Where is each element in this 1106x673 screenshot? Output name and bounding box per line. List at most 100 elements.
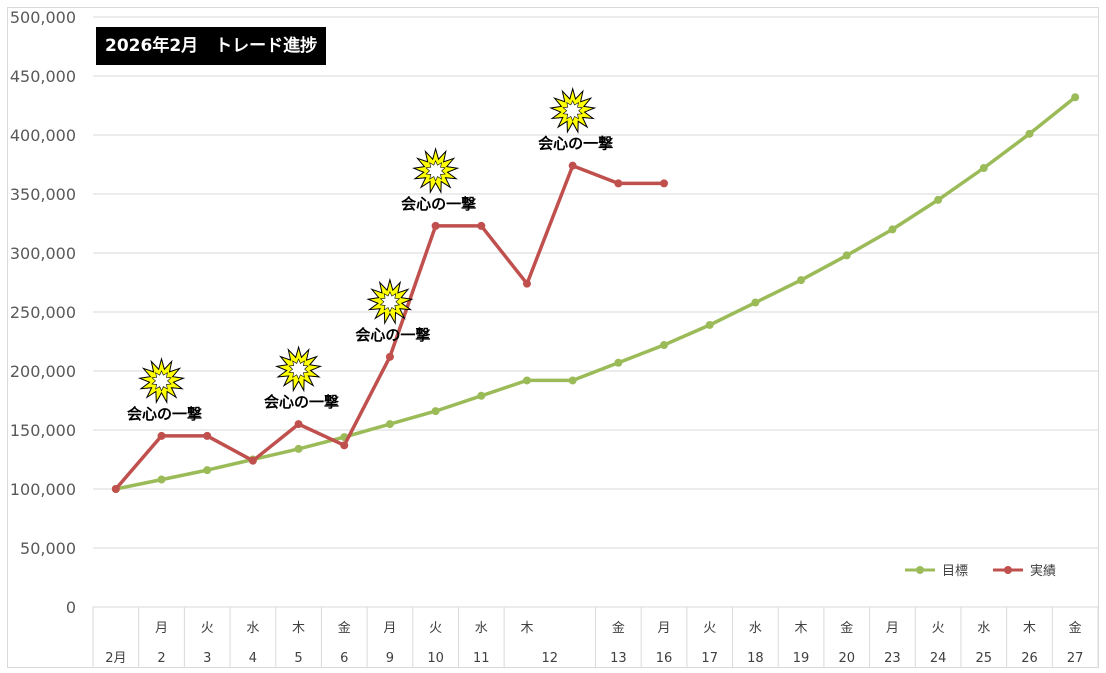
data-point xyxy=(431,221,440,230)
annotation-label: 会心の一撃 xyxy=(538,135,613,153)
x-tick-weekday: 木 xyxy=(1023,621,1036,636)
x-tick-weekday: 水 xyxy=(475,621,488,636)
y-tick-label: 450,000 xyxy=(10,67,76,86)
data-point xyxy=(340,441,349,450)
y-tick-label: 250,000 xyxy=(10,303,76,322)
legend-marker xyxy=(916,566,924,574)
data-point xyxy=(660,341,669,350)
legend-marker xyxy=(1004,566,1012,574)
data-point xyxy=(614,358,623,367)
y-tick-label: 100,000 xyxy=(10,480,76,499)
data-point xyxy=(842,251,851,260)
data-point xyxy=(157,431,166,440)
annotation-label: 会心の一撃 xyxy=(127,405,202,423)
data-point xyxy=(294,420,303,429)
data-point xyxy=(385,420,394,429)
data-point xyxy=(888,225,897,234)
data-point xyxy=(203,466,212,475)
data-point xyxy=(568,161,577,170)
x-tick-date: 23 xyxy=(884,651,901,666)
x-tick-date: 4 xyxy=(249,651,257,666)
data-point xyxy=(522,279,531,288)
x-tick-date: 16 xyxy=(656,651,673,666)
data-point xyxy=(660,179,669,188)
x-tick-date: 13 xyxy=(610,651,627,666)
y-tick-label: 0 xyxy=(66,598,76,617)
legend-label: 目標 xyxy=(942,564,968,579)
annotation-label: 会心の一撃 xyxy=(401,195,476,213)
x-tick-weekday: 火 xyxy=(932,621,945,636)
burst-icon xyxy=(288,358,309,380)
data-point xyxy=(157,475,166,484)
chart-title: 2026年2月 トレード進捗 xyxy=(96,27,327,65)
x-tick-date: 12 xyxy=(542,651,559,666)
x-tick-date: 9 xyxy=(386,651,394,666)
burst-icon xyxy=(425,160,446,182)
data-point xyxy=(979,164,988,173)
x-tick-weekday: 水 xyxy=(246,621,259,636)
x-tick-date: 19 xyxy=(793,651,810,666)
annotation-label: 会心の一撃 xyxy=(264,393,339,411)
x-tick-date: 2 xyxy=(157,651,165,666)
data-point xyxy=(797,276,806,285)
x-tick-date: 27 xyxy=(1067,651,1084,666)
series-line xyxy=(115,95,1077,491)
y-tick-label: 200,000 xyxy=(10,362,76,381)
x-tick-date: 25 xyxy=(976,651,993,666)
chart-frame xyxy=(7,7,1099,668)
x-tick-weekday: 月 xyxy=(658,621,671,636)
x-tick-weekday: 金 xyxy=(1069,620,1082,636)
x-tick-weekday: 木 xyxy=(520,621,533,636)
x-tick-weekday: 金 xyxy=(612,620,625,636)
data-point xyxy=(294,444,303,453)
y-tick-label: 500,000 xyxy=(10,8,76,27)
x-tick-weekday: 火 xyxy=(201,621,214,636)
data-point xyxy=(385,352,394,361)
legend-label: 実績 xyxy=(1030,563,1056,579)
x-tick-weekday: 木 xyxy=(292,621,305,636)
x-tick-date: 26 xyxy=(1021,651,1038,666)
burst-icon xyxy=(379,291,401,313)
data-point xyxy=(477,221,486,230)
x-tick-weekday: 月 xyxy=(383,621,396,636)
x-tick-weekday: 火 xyxy=(429,621,442,636)
annotation-label: 会心の一撃 xyxy=(355,326,430,344)
x-tick-date: 2月 xyxy=(105,651,126,666)
y-tick-label: 400,000 xyxy=(10,126,76,145)
y-tick-label: 300,000 xyxy=(10,244,76,263)
x-tick-date: 3 xyxy=(203,651,211,666)
data-point xyxy=(751,298,760,307)
data-point xyxy=(1025,129,1034,138)
data-point xyxy=(568,376,577,385)
x-tick-weekday: 木 xyxy=(795,621,808,636)
x-tick-weekday: 水 xyxy=(977,621,990,636)
x-tick-weekday: 金 xyxy=(840,620,853,636)
x-tick-weekday: 月 xyxy=(886,621,899,636)
y-tick-label: 350,000 xyxy=(10,185,76,204)
x-tick-date: 6 xyxy=(340,651,348,666)
y-tick-label: 50,000 xyxy=(20,539,76,558)
x-tick-date: 5 xyxy=(294,651,302,666)
data-point xyxy=(522,376,531,385)
x-tick-date: 10 xyxy=(427,651,444,666)
x-tick-date: 20 xyxy=(838,651,855,666)
data-point xyxy=(248,456,257,465)
x-tick-weekday: 月 xyxy=(155,621,168,636)
data-point xyxy=(1071,93,1080,102)
burst-icon xyxy=(151,370,172,392)
data-point xyxy=(203,431,212,440)
x-tick-weekday: 金 xyxy=(338,620,351,636)
x-tick-weekday: 火 xyxy=(703,621,716,636)
data-point xyxy=(111,485,120,493)
y-tick-label: 150,000 xyxy=(10,421,76,440)
x-tick-date: 18 xyxy=(747,651,764,666)
data-point xyxy=(477,391,486,400)
data-point xyxy=(614,179,623,188)
data-point xyxy=(431,407,440,416)
x-tick-date: 11 xyxy=(473,651,490,666)
x-tick-date: 24 xyxy=(930,651,947,666)
data-point xyxy=(705,320,714,329)
data-point xyxy=(934,195,943,204)
